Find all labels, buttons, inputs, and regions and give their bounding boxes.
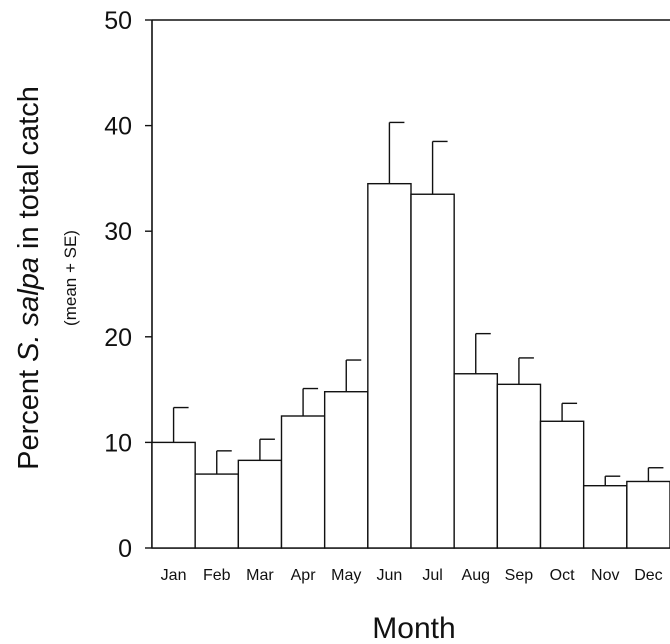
x-tick-label-feb: Feb	[203, 567, 231, 584]
y-tick-label: 30	[104, 218, 132, 246]
bar-oct	[539, 420, 585, 549]
bar-dec	[626, 480, 670, 549]
bar-mar	[237, 459, 283, 549]
x-tick-label-aug: Aug	[462, 567, 490, 584]
x-tick-label-sep: Sep	[505, 567, 534, 584]
x-tick-label-jun: Jun	[377, 567, 403, 584]
y-tick-label: 40	[104, 113, 132, 141]
x-tick-label-apr: Apr	[291, 567, 317, 584]
bar-may	[323, 391, 369, 549]
y-axis-title: Percent S. salpa in total catch	[13, 86, 45, 470]
x-tick-label-jul: Jul	[422, 567, 442, 584]
x-tick-label-mar: Mar	[246, 567, 274, 584]
x-tick-label-oct: Oct	[550, 567, 575, 584]
bar-jul	[410, 193, 455, 549]
x-tick-label-jan: Jan	[161, 567, 187, 584]
x-tick-label-dec: Dec	[634, 567, 662, 584]
x-axis-ticks: Jan Feb Mar Apr May Jun Jul Aug Sep Oct Nov Dec	[161, 567, 663, 584]
x-tick-label-may: May	[331, 567, 361, 584]
x-axis-title: Month	[372, 612, 455, 644]
y-tick-label: 10	[104, 429, 132, 457]
bar-jan	[151, 441, 196, 549]
y-axis-title-prefix: Percent	[13, 362, 45, 470]
y-axis-title-suffix: in total catch	[13, 86, 45, 257]
y-tick-label: 0	[118, 535, 132, 563]
y-tick-label: 20	[104, 324, 132, 352]
y-axis-subtitle: (mean + SE)	[61, 230, 80, 326]
bar-sep	[496, 383, 542, 549]
bar-apr	[280, 415, 326, 549]
bars-group	[151, 182, 670, 549]
error-bars-group	[172, 121, 664, 486]
bar-nov	[582, 484, 628, 549]
bar-feb	[194, 473, 240, 549]
y-tick-label: 50	[104, 7, 132, 35]
x-tick-label-nov: Nov	[591, 567, 619, 584]
y-axis-ticks: 0 10 20 30 40 50	[104, 7, 152, 563]
bar-aug	[453, 373, 499, 549]
bar-jun	[367, 182, 412, 549]
y-axis-title-species: S. salpa	[13, 257, 45, 362]
